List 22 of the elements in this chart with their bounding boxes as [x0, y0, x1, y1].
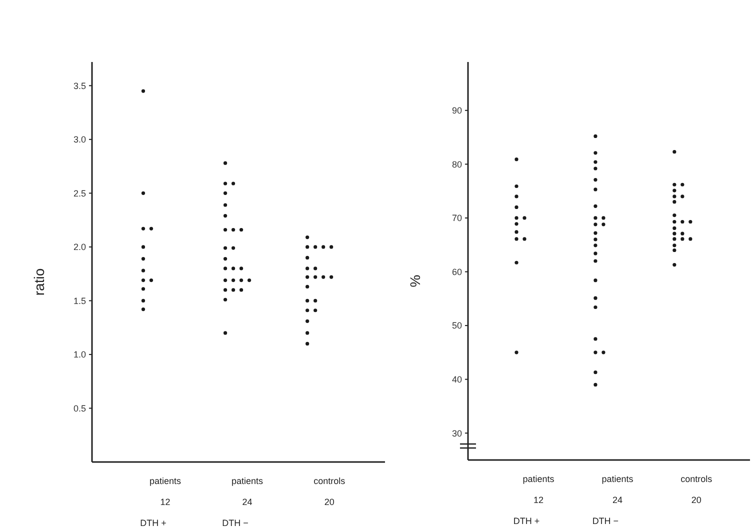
y-axis-title: %: [407, 274, 423, 288]
y-tick-label: 1.5: [73, 296, 86, 306]
y-axis-title: ratio: [31, 268, 47, 296]
category-label: patients 12 DTH +: [140, 476, 182, 528]
y-tick-label: 70: [452, 213, 462, 224]
y-tick-label: 2.0: [73, 242, 86, 252]
y-tick-label: 3.5: [73, 80, 86, 91]
y-tick-label: 60: [452, 266, 462, 277]
category-label: patients 24 DTH −: [592, 474, 634, 526]
y-tick-label: 2.5: [73, 188, 86, 198]
y-tick-label: 80: [452, 159, 462, 170]
y-tick-label: 30: [452, 428, 462, 438]
y-tick-label: 90: [452, 106, 462, 116]
y-tick-label: 40: [452, 374, 462, 384]
y-tick-label: 1.0: [73, 350, 86, 360]
category-label: patients 24 DTH −: [222, 476, 264, 528]
category-label: controls 20: [680, 474, 712, 505]
y-tick-label: 3.0: [73, 134, 86, 145]
y-tick-label: 0.5: [73, 403, 86, 414]
category-label: patients 12 DTH +: [513, 474, 554, 526]
category-label: controls 20: [314, 476, 346, 507]
y-tick-label: 50: [452, 320, 462, 331]
